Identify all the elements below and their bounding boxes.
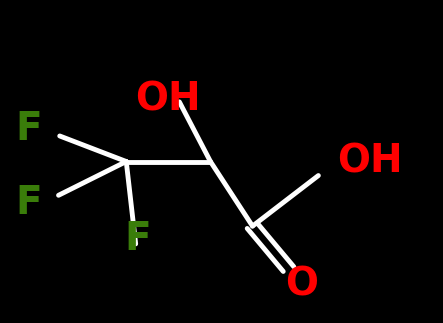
- Text: F: F: [16, 184, 42, 223]
- Text: OH: OH: [337, 142, 402, 181]
- Text: F: F: [124, 220, 151, 258]
- Text: OH: OH: [136, 81, 201, 119]
- Text: F: F: [16, 110, 42, 148]
- Text: O: O: [285, 265, 318, 303]
